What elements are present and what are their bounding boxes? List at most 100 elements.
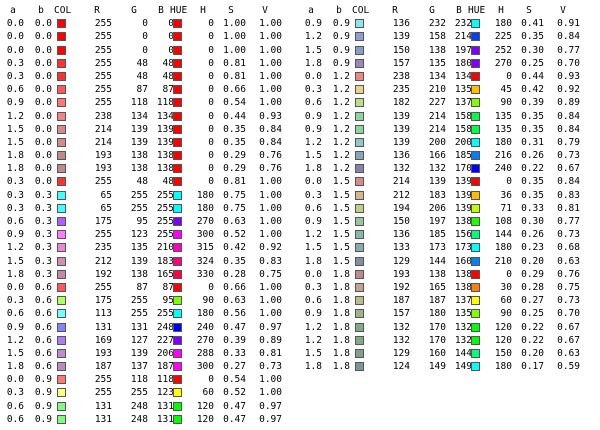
col-r-value: 136 [392, 18, 410, 30]
col-r-value: 235 [94, 242, 112, 254]
col-r-value: 131 [94, 321, 112, 333]
color-swatch [57, 401, 66, 411]
col-g-value: 123 [130, 229, 148, 241]
col-a-value: 0.9 [6, 229, 24, 241]
col-a-value: 1.2 [6, 110, 24, 122]
col-v-value: 0.76 [259, 163, 282, 175]
hue-swatch [173, 45, 182, 55]
col-h-value: 288 [196, 347, 214, 359]
color-swatch [57, 19, 66, 29]
hue-swatch [173, 98, 182, 108]
col-g-value: 197 [428, 216, 446, 227]
col-v-value: 1.00 [259, 18, 282, 30]
color-swatch [57, 335, 66, 345]
col-b-value-value: 138 [156, 150, 174, 162]
col-g-value: 127 [130, 334, 148, 346]
col-b-value: 0.0 [34, 163, 52, 175]
col-s-value: 0.75 [223, 189, 246, 201]
col-g-value: 149 [428, 361, 446, 373]
col-g-value: 206 [428, 202, 446, 214]
header-col-s: S [526, 5, 532, 16]
col-b-value: 0.6 [34, 361, 52, 373]
col-b-value-value: 139 [454, 176, 472, 188]
col-b-value-value: 48 [162, 176, 174, 188]
col-a-value: 0.6 [6, 84, 24, 96]
col-s-value: 0.33 [521, 202, 544, 214]
col-v-value: 0.89 [557, 97, 580, 109]
col-s-value: 1.00 [223, 18, 246, 30]
col-b-value-value: 185 [454, 150, 472, 162]
col-s-value: 0.35 [223, 123, 246, 135]
color-swatch [57, 362, 66, 372]
col-b-value-value: 187 [156, 361, 174, 373]
col-r-value: 255 [94, 281, 112, 293]
color-swatch [57, 85, 66, 95]
col-v-value: 0.67 [557, 163, 580, 175]
col-b-value-value: 144 [454, 347, 472, 359]
col-v-value: 1.00 [259, 44, 282, 56]
col-g-value: 255 [130, 295, 148, 307]
col-a-value: 0.3 [304, 84, 322, 96]
col-v-value: 1.00 [259, 70, 282, 82]
col-g-value: 138 [130, 163, 148, 175]
col-v-value: 0.68 [557, 242, 580, 254]
col-g-value: 139 [130, 255, 148, 267]
col-b-value-value: 138 [454, 268, 472, 280]
col-s-value: 0.20 [521, 255, 544, 267]
col-h-value: 71 [500, 202, 512, 214]
col-b-value-value: 170 [454, 163, 472, 175]
col-a-value: 0.6 [304, 202, 322, 214]
col-h-value: 0 [208, 110, 214, 122]
col-s-value: 0.25 [521, 57, 544, 69]
col-s-value: 0.42 [223, 242, 246, 254]
col-r-value: 139 [392, 31, 410, 43]
col-a-value: 0.9 [6, 97, 24, 109]
col-s-value: 0.75 [223, 202, 246, 214]
color-swatch [57, 124, 66, 134]
color-swatch [355, 190, 364, 200]
col-h-value: 252 [494, 44, 512, 56]
col-g-value: 138 [428, 268, 446, 280]
col-b-value-value: 158 [454, 123, 472, 135]
col-a-value: 1.8 [304, 57, 322, 69]
hue-swatch [173, 282, 182, 292]
col-b-value-value: 149 [454, 361, 472, 373]
col-a-value: 0.0 [6, 374, 24, 386]
col-v-value: 0.92 [259, 242, 282, 254]
col-g-value: 173 [428, 242, 446, 254]
color-swatch [355, 164, 364, 174]
color-swatch [355, 203, 364, 213]
hue-swatch [471, 296, 480, 306]
col-a-value: 0.3 [6, 295, 24, 307]
col-b-value-value: 165 [156, 268, 174, 280]
col-r-value: 157 [392, 57, 410, 69]
col-b-value: 0.9 [332, 31, 350, 43]
col-s-value: 0.42 [521, 84, 544, 96]
col-a-value: 1.2 [6, 242, 24, 254]
col-b-value-value: 134 [454, 70, 472, 82]
col-h-value: 0 [506, 176, 512, 188]
col-h-value: 0 [208, 281, 214, 293]
col-g-value: 87 [136, 84, 148, 96]
col-b-value-value: 156 [454, 229, 472, 241]
col-g-value: 48 [136, 57, 148, 69]
col-r-value: 139 [392, 136, 410, 148]
col-b-value: 0.0 [34, 84, 52, 96]
col-v-value: 1.00 [259, 84, 282, 96]
col-a-value: 1.2 [304, 321, 322, 333]
col-g-value: 158 [428, 31, 446, 43]
col-h-value: 180 [196, 308, 214, 320]
col-h-value: 0 [208, 163, 214, 175]
col-a-value: 1.8 [6, 150, 24, 162]
col-h-value: 270 [196, 334, 214, 346]
col-v-value: 0.97 [259, 413, 282, 425]
hue-swatch [173, 111, 182, 121]
col-v-value: 0.76 [259, 150, 282, 162]
col-a-value: 0.9 [304, 216, 322, 227]
col-b-value-value: 0 [168, 31, 174, 43]
hue-swatch [471, 256, 480, 266]
header-col-v: V [560, 5, 566, 16]
col-h-value: 0 [208, 70, 214, 82]
col-v-value: 1.00 [259, 229, 282, 241]
header-col-b: b [336, 5, 342, 16]
